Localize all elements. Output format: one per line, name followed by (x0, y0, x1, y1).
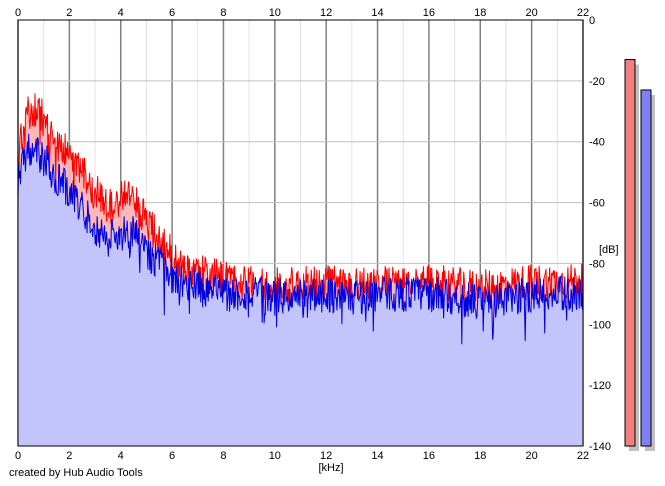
y-tick-label-2: -40 (589, 137, 605, 149)
x-tick-label-bottom-9: 18 (474, 450, 486, 462)
y-tick-label-5: -100 (589, 319, 611, 331)
x-tick-label-bottom-0: 0 (15, 450, 21, 462)
x-tick-label-bottom-4: 8 (220, 450, 226, 462)
y-axis-label: [dB] (599, 244, 619, 256)
x-tick-label-top-7: 14 (371, 7, 383, 19)
x-ticks-top: 0 2 4 6 8 10 12 14 16 18 20 22 (15, 7, 589, 19)
credit-text: created by Hub Audio Tools (9, 467, 143, 479)
x-tick-label-bottom-3: 6 (169, 450, 175, 462)
x-tick-label-top-6: 12 (320, 7, 332, 19)
x-tick-label-top-0: 0 (15, 7, 21, 19)
blue-level-meter (640, 89, 652, 447)
y-ticks: 0 -20 -40 -60 -80 -100 -120 -140 (589, 15, 611, 453)
x-tick-label-bottom-7: 14 (371, 450, 383, 462)
x-tick-label-top-8: 16 (423, 7, 435, 19)
x-tick-label-bottom-2: 4 (118, 450, 124, 462)
x-tick-label-bottom-1: 2 (66, 450, 72, 462)
x-tick-label-top-11: 22 (577, 7, 589, 19)
x-axis-label: [kHz] (318, 462, 343, 474)
y-tick-label-1: -20 (589, 76, 605, 88)
x-tick-label-top-5: 10 (269, 7, 281, 19)
x-tick-label-top-10: 20 (526, 7, 538, 19)
level-meters (624, 59, 655, 452)
y-tick-label-0: 0 (589, 15, 595, 27)
x-tick-label-bottom-6: 12 (320, 450, 332, 462)
y-tick-label-3: -60 (589, 198, 605, 210)
y-tick-label-4: -80 (589, 258, 605, 270)
x-tick-label-top-9: 18 (474, 7, 486, 19)
y-tick-label-7: -140 (589, 441, 611, 453)
plot-border (17, 19, 584, 447)
blue-series-line (17, 133, 584, 345)
series-layer (17, 93, 584, 447)
x-tick-label-top-1: 2 (66, 7, 72, 19)
x-ticks-bottom: 0 2 4 6 8 10 12 14 16 18 20 22 (15, 450, 589, 462)
x-tick-label-bottom-11: 22 (577, 450, 589, 462)
x-tick-label-top-3: 6 (169, 7, 175, 19)
x-tick-label-bottom-8: 16 (423, 450, 435, 462)
x-tick-label-bottom-10: 20 (526, 450, 538, 462)
x-tick-label-top-4: 8 (220, 7, 226, 19)
x-tick-label-bottom-5: 10 (269, 450, 281, 462)
y-tick-label-6: -120 (589, 380, 611, 392)
red-level-meter (624, 59, 636, 447)
x-tick-label-top-2: 4 (118, 7, 124, 19)
